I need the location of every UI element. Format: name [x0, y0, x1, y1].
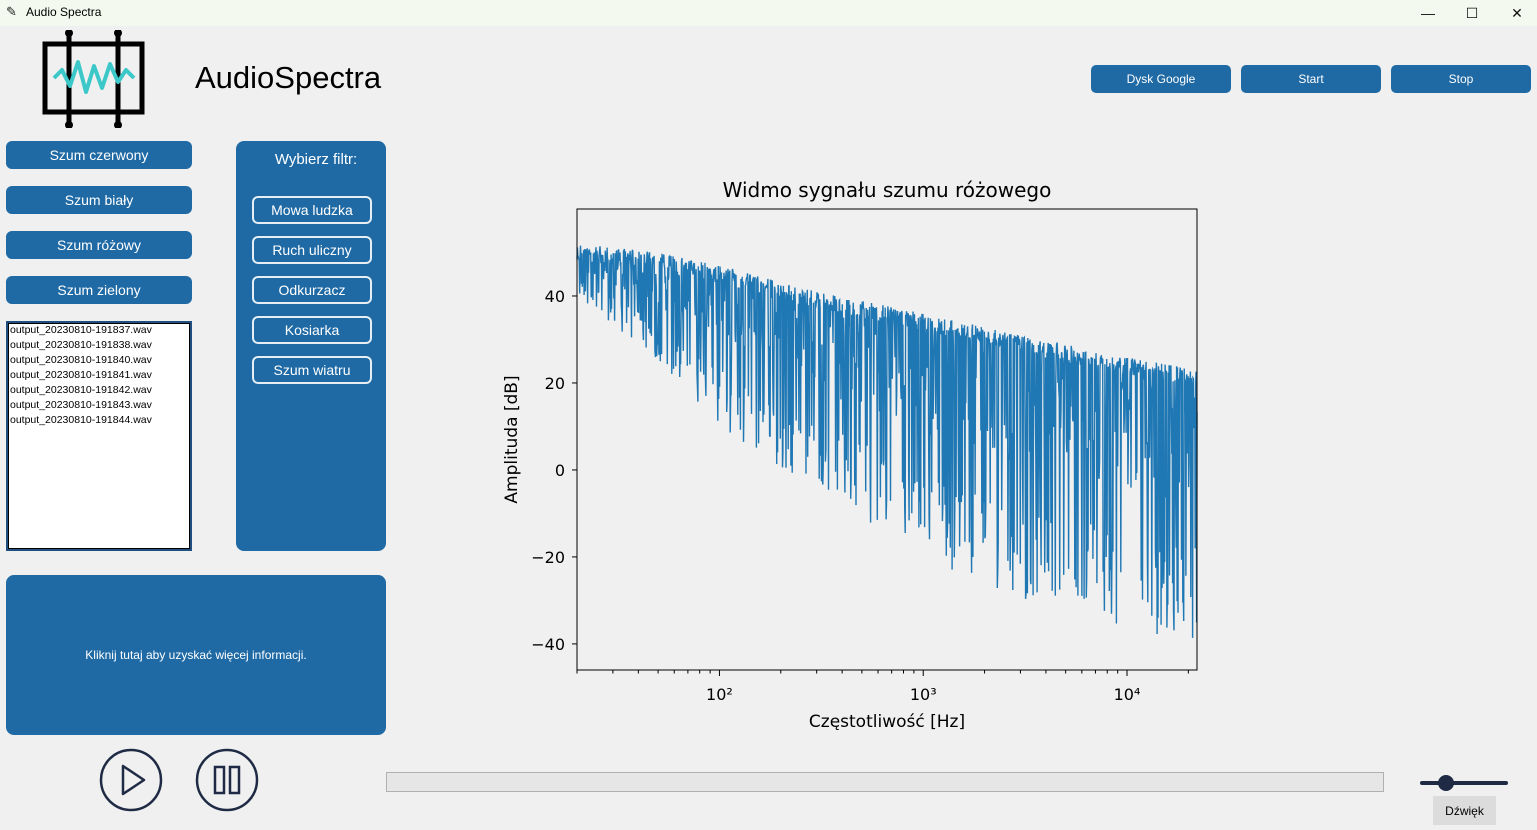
green-noise-button[interactable]: Szum zielony	[6, 276, 192, 304]
filter-vacuum-button[interactable]: Odkurzacz	[252, 276, 372, 304]
filter-street-traffic-button[interactable]: Ruch uliczny	[252, 236, 372, 264]
list-item[interactable]: output_20230810-191843.wav	[10, 399, 152, 411]
list-item[interactable]: output_20230810-191838.wav	[10, 339, 152, 351]
filter-panel-title: Wybierz filtr:	[274, 151, 358, 168]
x-axis-label: Częstotliwość [Hz]	[809, 712, 965, 732]
app-name: AudioSpectra	[195, 60, 382, 95]
y-tick-label: −40	[531, 635, 565, 654]
filter-human-speech-button[interactable]: Mowa ludzka	[252, 196, 372, 224]
maximize-button[interactable]: ☐	[1465, 4, 1479, 21]
y-tick-label: −20	[531, 548, 565, 567]
filter-wind-noise-button[interactable]: Szum wiatru	[252, 356, 372, 384]
x-tick-label: 10³	[910, 685, 937, 704]
window-title: Audio Spectra	[26, 5, 102, 19]
play-icon[interactable]	[99, 748, 163, 812]
google-drive-button[interactable]: Dysk Google	[1091, 65, 1231, 93]
volume-slider-track[interactable]	[1420, 781, 1508, 785]
filter-panel: Wybierz filtr: Mowa ludzka Ruch uliczny …	[236, 141, 386, 551]
filter-lawnmower-button[interactable]: Kosiarka	[252, 316, 372, 344]
list-item[interactable]: output_20230810-191844.wav	[10, 414, 152, 426]
x-tick-label: 10⁴	[1114, 685, 1141, 704]
info-text: Kliknij tutaj aby uzyskać więcej informa…	[85, 648, 307, 662]
y-tick-label: 20	[545, 374, 565, 393]
y-tick-label: 0	[555, 461, 565, 480]
minimize-button[interactable]: —	[1421, 5, 1435, 21]
start-button[interactable]: Start	[1241, 65, 1381, 93]
list-item[interactable]: output_20230810-191842.wav	[10, 384, 152, 396]
list-item[interactable]: output_20230810-191837.wav	[10, 324, 152, 336]
stop-button[interactable]: Stop	[1391, 65, 1531, 93]
playback-progress-bar[interactable]	[386, 772, 1384, 792]
spectrum-series-line	[576, 245, 1198, 638]
list-item[interactable]: output_20230810-191841.wav	[10, 369, 152, 381]
title-bar: ✎ Audio Spectra — ☐ ✕	[0, 0, 1537, 26]
y-tick-label: 40	[545, 287, 565, 306]
pink-noise-button[interactable]: Szum różowy	[6, 231, 192, 259]
pause-icon[interactable]	[195, 748, 259, 812]
plot-frame	[576, 208, 1198, 671]
file-listbox[interactable]: output_20230810-191837.wav output_202308…	[6, 321, 192, 551]
feather-icon: ✎	[6, 4, 17, 19]
spectrum-chart: −40 −20 0 20 40 10² 10³ 10⁴ Widmo sygnału szumu …	[502, 178, 1198, 732]
volume-label: Dźwięk	[1433, 796, 1496, 825]
y-axis-label: Amplituda [dB]	[502, 375, 522, 503]
volume-slider-knob[interactable]	[1438, 775, 1455, 791]
x-tick-label: 10²	[706, 685, 733, 704]
white-noise-button[interactable]: Szum biały	[6, 186, 192, 214]
close-button[interactable]: ✕	[1511, 4, 1523, 21]
red-noise-button[interactable]: Szum czerwony	[6, 141, 192, 169]
list-item[interactable]: output_20230810-191840.wav	[10, 354, 152, 366]
audio-spectra-logo-icon	[42, 30, 145, 128]
chart-title: Widmo sygnału szumu różowego	[723, 178, 1052, 202]
info-panel-button[interactable]: Kliknij tutaj aby uzyskać więcej informa…	[6, 575, 386, 735]
